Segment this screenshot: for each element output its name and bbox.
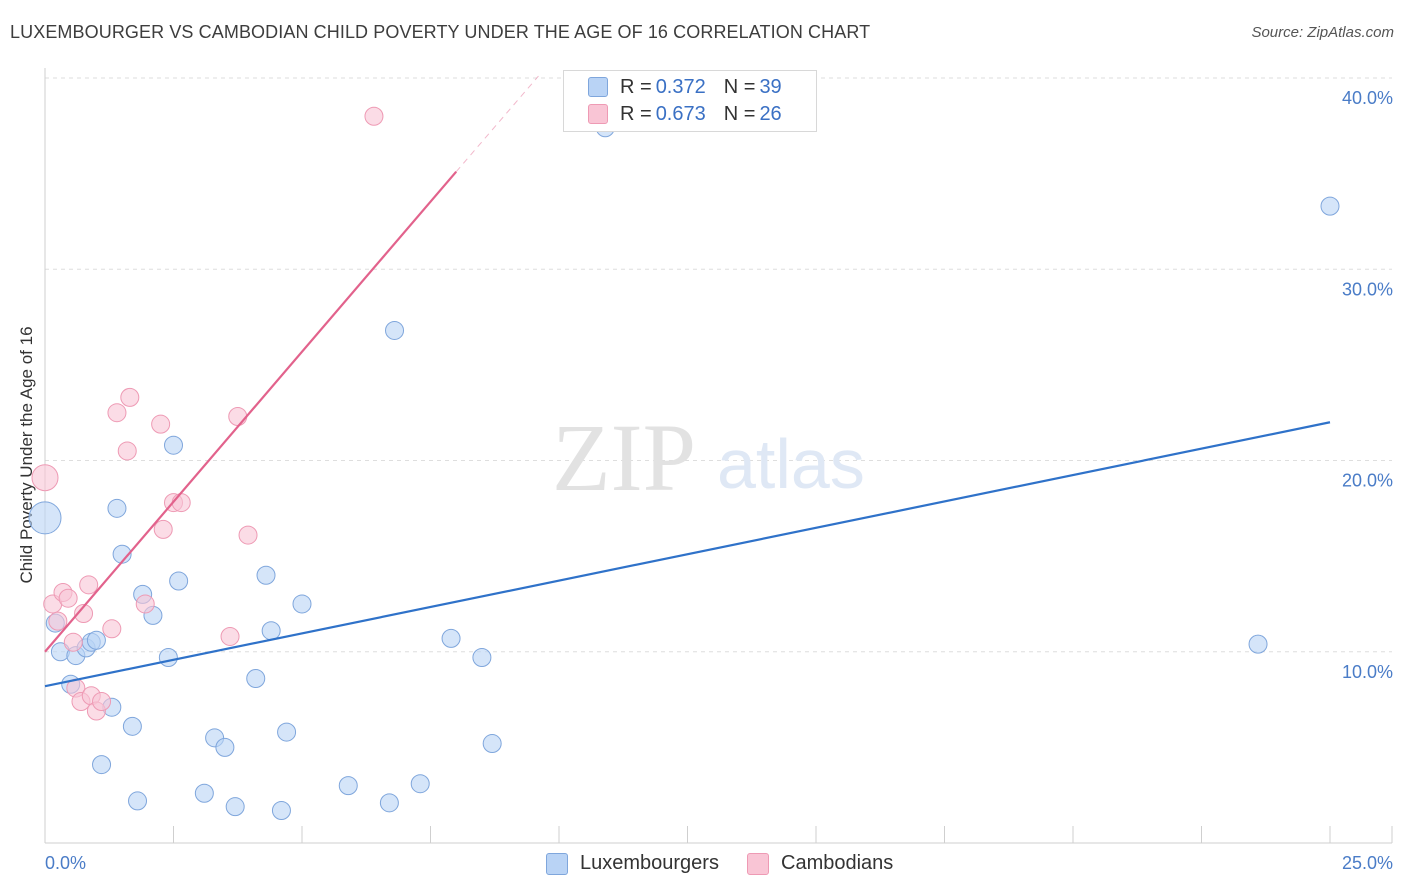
luxembourgers-point xyxy=(28,501,62,535)
luxembourgers-point xyxy=(86,630,106,650)
luxembourgers-point xyxy=(256,565,276,585)
watermark: ZIP atlas xyxy=(552,404,865,511)
watermark-atlas: atlas xyxy=(717,425,865,503)
legend-n-value: 26 xyxy=(759,102,782,125)
luxembourgers-point xyxy=(277,722,297,742)
x-tick-label: 0.0% xyxy=(45,853,86,873)
luxembourgers-point xyxy=(410,774,430,794)
bottom-legend-swatch-luxembourgers xyxy=(546,852,568,875)
bottom-legend-luxembourgers: Luxembourgers xyxy=(546,852,719,875)
cambodians-trend-line xyxy=(44,170,458,653)
cambodians-point xyxy=(31,464,59,492)
cambodians-point xyxy=(238,525,258,545)
legend-r-value: 0.673 xyxy=(655,102,706,125)
cambodians-point xyxy=(74,604,94,623)
luxembourgers-point xyxy=(379,793,399,813)
cambodians-point xyxy=(102,619,122,639)
cambodians-point xyxy=(220,626,240,646)
cambodians-point xyxy=(364,106,384,126)
legend-r-value: 0.372 xyxy=(655,75,706,98)
luxembourgers-point xyxy=(271,800,291,820)
cambodians-point xyxy=(135,594,155,614)
bottom-legend-label-cambodians: Cambodians xyxy=(781,852,894,874)
stats-legend: R = 0.372 N = 39 R = 0.673 N = 26 xyxy=(563,70,817,132)
y-tick-label: 30.0% xyxy=(1342,279,1393,299)
cambodians-point xyxy=(120,387,140,407)
legend-swatch-cambodians xyxy=(588,104,608,124)
luxembourgers-trend-line xyxy=(44,421,1331,688)
luxembourgers-point xyxy=(1320,196,1340,216)
legend-swatch-luxembourgers xyxy=(588,77,608,97)
luxembourgers-point xyxy=(472,647,492,667)
luxembourgers-point xyxy=(107,498,127,518)
x-tick-label: 25.0% xyxy=(1342,853,1393,873)
cambodians-point xyxy=(228,407,248,427)
trend-layer xyxy=(44,75,1331,688)
legend-r-label: R = xyxy=(620,75,652,98)
luxembourgers-point xyxy=(292,594,312,614)
cambodians-point xyxy=(151,414,171,434)
luxembourgers-point xyxy=(441,628,461,648)
legend-n-label: N = xyxy=(723,75,756,98)
cambodians-point xyxy=(58,588,78,608)
luxembourgers-point xyxy=(225,797,245,817)
luxembourgers-point xyxy=(338,776,358,796)
cambodians-point xyxy=(153,519,173,539)
bottom-legend-cambodians: Cambodians xyxy=(747,852,893,875)
legend-r-label: R = xyxy=(620,102,652,125)
cambodians-point xyxy=(79,575,99,595)
points-layer xyxy=(28,106,1340,820)
legend-row-luxembourgers: R = 0.372 N = 39 xyxy=(588,75,786,99)
bottom-legend-swatch-cambodians xyxy=(747,852,769,875)
y-tick-label: 40.0% xyxy=(1342,88,1393,108)
luxembourgers-point xyxy=(385,320,405,340)
luxembourgers-point xyxy=(246,669,266,689)
luxembourgers-point xyxy=(164,435,183,455)
grid-layer xyxy=(45,77,1392,653)
luxembourgers-point xyxy=(169,571,189,591)
cambodians-point xyxy=(171,493,191,513)
luxembourgers-point xyxy=(128,791,148,811)
luxembourgers-point xyxy=(92,755,112,775)
cambodians-point xyxy=(117,441,137,461)
chart-title: LUXEMBOURGER VS CAMBODIAN CHILD POVERTY … xyxy=(10,22,871,42)
luxembourgers-point xyxy=(194,783,214,803)
tick-label-layer: 10.0% 20.0% 30.0% 40.0% 0.0% 25.0% xyxy=(45,88,1393,873)
source-label: Source: ZipAtlas.com xyxy=(1251,24,1394,41)
luxembourgers-point xyxy=(158,647,178,667)
y-tick-label: 20.0% xyxy=(1342,471,1393,491)
luxembourgers-point xyxy=(261,621,281,641)
luxembourgers-point xyxy=(482,734,502,754)
cambodians-point xyxy=(48,611,68,631)
cambodians-point xyxy=(63,632,83,652)
y-tick-label: 10.0% xyxy=(1342,662,1393,682)
axis-layer xyxy=(44,68,1393,844)
legend-n-label: N = xyxy=(723,102,756,125)
bottom-legend-label-luxembourgers: Luxembourgers xyxy=(580,852,719,874)
luxembourgers-point xyxy=(215,737,235,757)
cambodians-trend-extension xyxy=(455,75,539,173)
legend-n-value: 39 xyxy=(759,75,782,98)
watermark-zip: ZIP xyxy=(552,404,696,511)
luxembourgers-point xyxy=(122,716,142,736)
legend-row-cambodians: R = 0.673 N = 26 xyxy=(588,102,786,126)
cambodians-point xyxy=(92,691,112,711)
cambodians-point xyxy=(107,403,127,423)
luxembourgers-point xyxy=(1248,634,1268,654)
